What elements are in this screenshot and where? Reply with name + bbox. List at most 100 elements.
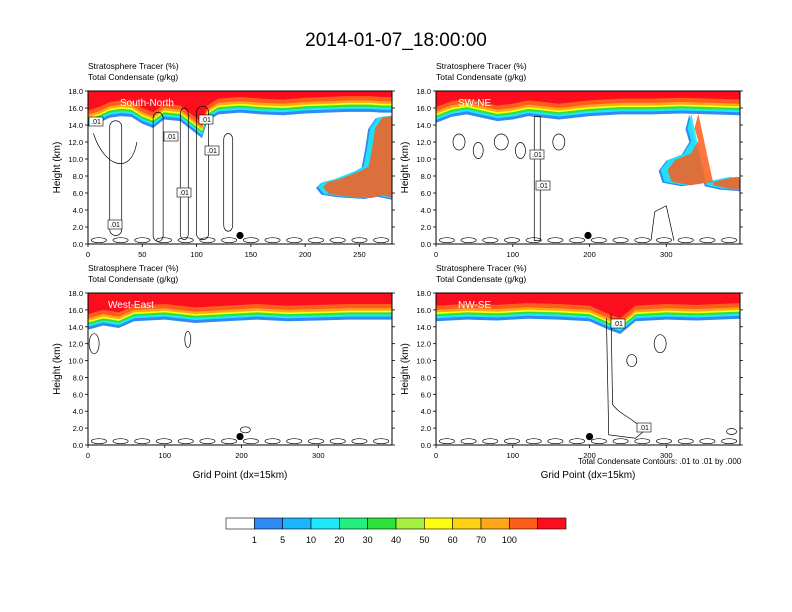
condensate-cell xyxy=(482,438,499,445)
y-tick-label: 2.0 xyxy=(421,223,431,232)
contour-label-box xyxy=(610,318,626,329)
y-tick-label: 8.0 xyxy=(73,373,83,382)
tracer-band-5 xyxy=(436,91,740,108)
y-tick-label: 8.0 xyxy=(73,172,83,181)
condensate-cell xyxy=(493,133,509,151)
y-tick-label: 2.0 xyxy=(73,223,83,232)
condensate-cell xyxy=(569,438,586,445)
y-tick-label: 16.0 xyxy=(68,306,83,315)
y-tick-label: 12.0 xyxy=(416,138,431,147)
condensate-cell xyxy=(547,237,564,244)
contour-label-box xyxy=(163,131,179,142)
condensate-cell xyxy=(626,354,638,367)
colorbar-swatch xyxy=(254,517,283,530)
contour-label-box xyxy=(204,145,220,156)
condensate-cell xyxy=(177,237,194,244)
condensate-cell xyxy=(264,438,281,445)
condensate-label: Total Condensate (g/kg) xyxy=(88,274,178,284)
y-tick-label: 6.0 xyxy=(421,390,431,399)
y-tick-label: 10.0 xyxy=(416,155,431,164)
condensate-contour xyxy=(650,205,675,241)
y-tick-label: 18.0 xyxy=(68,87,83,96)
section-label: NW-SE xyxy=(458,300,491,311)
y-tick-label: 4.0 xyxy=(421,206,431,215)
condensate-tower xyxy=(179,107,189,241)
condensate-cell xyxy=(460,438,477,445)
condensate-cell xyxy=(504,438,520,445)
condensate-label: Total Condensate (g/kg) xyxy=(436,72,526,82)
condensate-cell xyxy=(373,237,390,244)
condensate-cell xyxy=(264,237,281,244)
y-tick-label: 2.0 xyxy=(73,424,83,433)
y-tick-label: 14.0 xyxy=(416,323,431,332)
x-tick-label: 200 xyxy=(583,250,596,259)
y-tick-label: 12.0 xyxy=(416,340,431,349)
x-axis-label: Grid Point (dx=15km) xyxy=(193,470,288,481)
y-axis-label: Height (km) xyxy=(400,343,411,395)
contour-label: .01 xyxy=(91,119,101,126)
y-tick-label: 10.0 xyxy=(68,155,83,164)
condensate-cell xyxy=(134,237,151,244)
condensate-cell xyxy=(90,438,107,445)
y-tick-label: 0.0 xyxy=(73,441,83,450)
contour-label: .01 xyxy=(166,134,176,141)
figure-title: 2014-01-07_18:00:00 xyxy=(305,30,487,51)
condensate-cell xyxy=(242,237,259,244)
x-tick-label: 150 xyxy=(245,250,258,259)
panel-sw-ne: .01 .01 SW-NE 0.0 2.0 4.0 6.0 8.0 10.0 12.0 14.0 16… xyxy=(400,61,743,259)
condensate-label: Total Condensate (g/kg) xyxy=(88,72,178,82)
x-tick-label: 300 xyxy=(660,451,673,460)
y-tick-label: 16.0 xyxy=(416,306,431,315)
tracer-band-5 xyxy=(436,293,740,319)
condensate-cell xyxy=(286,237,303,244)
condensate-cell xyxy=(373,438,390,445)
y-tick-label: 0.0 xyxy=(421,441,431,450)
condensate-cell xyxy=(525,237,542,244)
condensate-cell xyxy=(634,438,651,445)
condensate-cell xyxy=(156,438,172,445)
plot-area xyxy=(88,91,392,244)
condensate-cell xyxy=(653,334,667,354)
y-axis-label: Height (km) xyxy=(400,142,411,194)
plot-area xyxy=(436,293,740,445)
tracer-fold-core xyxy=(323,116,392,198)
plot-frame xyxy=(87,292,393,446)
condensate-cell xyxy=(699,237,716,244)
condensate-cell xyxy=(612,237,629,244)
station-marker xyxy=(236,432,244,441)
condensate-cell xyxy=(677,237,694,244)
condensate-cell xyxy=(656,237,672,244)
y-tick-label: 4.0 xyxy=(73,206,83,215)
contour-footnote: Total Condensate Contours: .01 to .01 by… xyxy=(578,457,742,466)
plot-frame xyxy=(435,292,741,446)
condensate-contour xyxy=(93,133,138,164)
condensate-cell xyxy=(515,142,526,159)
y-tick-label: 4.0 xyxy=(421,407,431,416)
y-tick-label: 0.0 xyxy=(421,240,431,249)
condensate-cell xyxy=(612,438,629,445)
condensate-contours xyxy=(438,116,738,244)
contour-label-box xyxy=(107,219,123,230)
y-tick-label: 12.0 xyxy=(68,138,83,147)
contour-label: .01 xyxy=(613,321,623,328)
plot-frame xyxy=(435,90,741,245)
y-tick-label: 18.0 xyxy=(416,289,431,298)
panel-nw-se: .01 .01 NW-SE 0.0 2.0 4.0 6.0 8.0 10.0 12.0 14.0 16… xyxy=(400,263,743,481)
y-tick-label: 18.0 xyxy=(416,87,431,96)
y-tick-label: 18.0 xyxy=(68,289,83,298)
contour-label: .01 xyxy=(538,183,548,190)
colorbar-label: 60 xyxy=(448,535,458,545)
condensate-cell xyxy=(472,142,484,159)
y-axis-label: Height (km) xyxy=(52,343,63,395)
condensate-cell xyxy=(88,333,100,355)
colorbar-swatch xyxy=(339,517,368,530)
colorbar-label: 50 xyxy=(419,535,429,545)
condensate-cell xyxy=(184,331,192,348)
condensate-tower xyxy=(109,120,123,236)
condensate-cell xyxy=(525,438,542,445)
y-tick-label: 6.0 xyxy=(421,189,431,198)
y-tick-label: 14.0 xyxy=(68,323,83,332)
tracer-label: Stratosphere Tracer (%) xyxy=(436,263,527,273)
condensate-cell xyxy=(329,237,346,244)
y-tick-label: 6.0 xyxy=(73,390,83,399)
